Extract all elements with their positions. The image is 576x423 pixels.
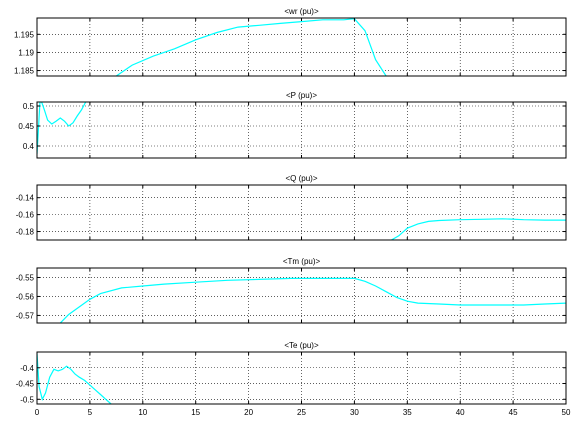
y-tick-label: 0.45 (18, 122, 34, 131)
subplot-title: <Te (pu)> (284, 341, 319, 350)
series-line (37, 353, 112, 404)
series-line (59, 277, 566, 323)
series-line (37, 102, 87, 155)
x-tick-label: 0 (35, 408, 40, 417)
subplot-2: 0.4 0.45 0.5 <P (pu)> (18, 91, 567, 159)
plot-area (37, 18, 566, 76)
y-tick-label: 0.5 (23, 102, 35, 111)
x-tick-label: 15 (191, 408, 200, 417)
x-tick-label: 50 (562, 408, 571, 417)
y-tick-label: -0.16 (16, 211, 35, 220)
y-tick-label: 1.19 (18, 48, 34, 57)
x-tick-label: 40 (456, 408, 465, 417)
y-tick-label: -0.5 (20, 395, 34, 404)
x-tick-label: 20 (244, 408, 253, 417)
plot-area (37, 352, 566, 404)
x-tick-label: 25 (297, 408, 306, 417)
subplot-title: <wr (pu)> (284, 7, 319, 16)
x-tick-label: 45 (509, 408, 518, 417)
y-tick-label: -0.45 (16, 380, 35, 389)
y-tick-label: 1.185 (14, 67, 35, 76)
subplot-5: -0.4 -0.45 -0.50 5 10 15 20 25 30 35 40 45 50 <Te (pu… (16, 341, 571, 417)
series-line (115, 18, 387, 76)
subplot-title: <Q (pu)> (285, 174, 317, 183)
subplot-title: <Tm (pu)> (283, 257, 321, 266)
y-tick-label: -0.4 (20, 364, 34, 373)
x-tick-label: 10 (138, 408, 147, 417)
y-tick-label: -0.18 (16, 228, 35, 237)
subplot-1: 1.185 1.19 1.195 <wr (pu)> (14, 7, 567, 77)
y-tick-label: -0.57 (16, 311, 35, 320)
series-line (391, 218, 566, 240)
subplot-4: -0.55 -0.56 -0.57 <Tm (pu)> (16, 257, 567, 324)
x-tick-label: 30 (350, 408, 359, 417)
y-tick-label: -0.55 (16, 273, 35, 282)
x-tick-label: 35 (403, 408, 412, 417)
x-tick-label: 5 (88, 408, 93, 417)
y-tick-label: 1.195 (14, 30, 35, 39)
subplot-3: -0.14 -0.16 -0.18 <Q (pu)> (16, 174, 567, 241)
subplot-title: <P (pu)> (286, 91, 317, 100)
y-tick-label: -0.56 (16, 292, 35, 301)
y-tick-label: 0.4 (23, 142, 35, 151)
y-tick-label: -0.14 (16, 194, 35, 203)
